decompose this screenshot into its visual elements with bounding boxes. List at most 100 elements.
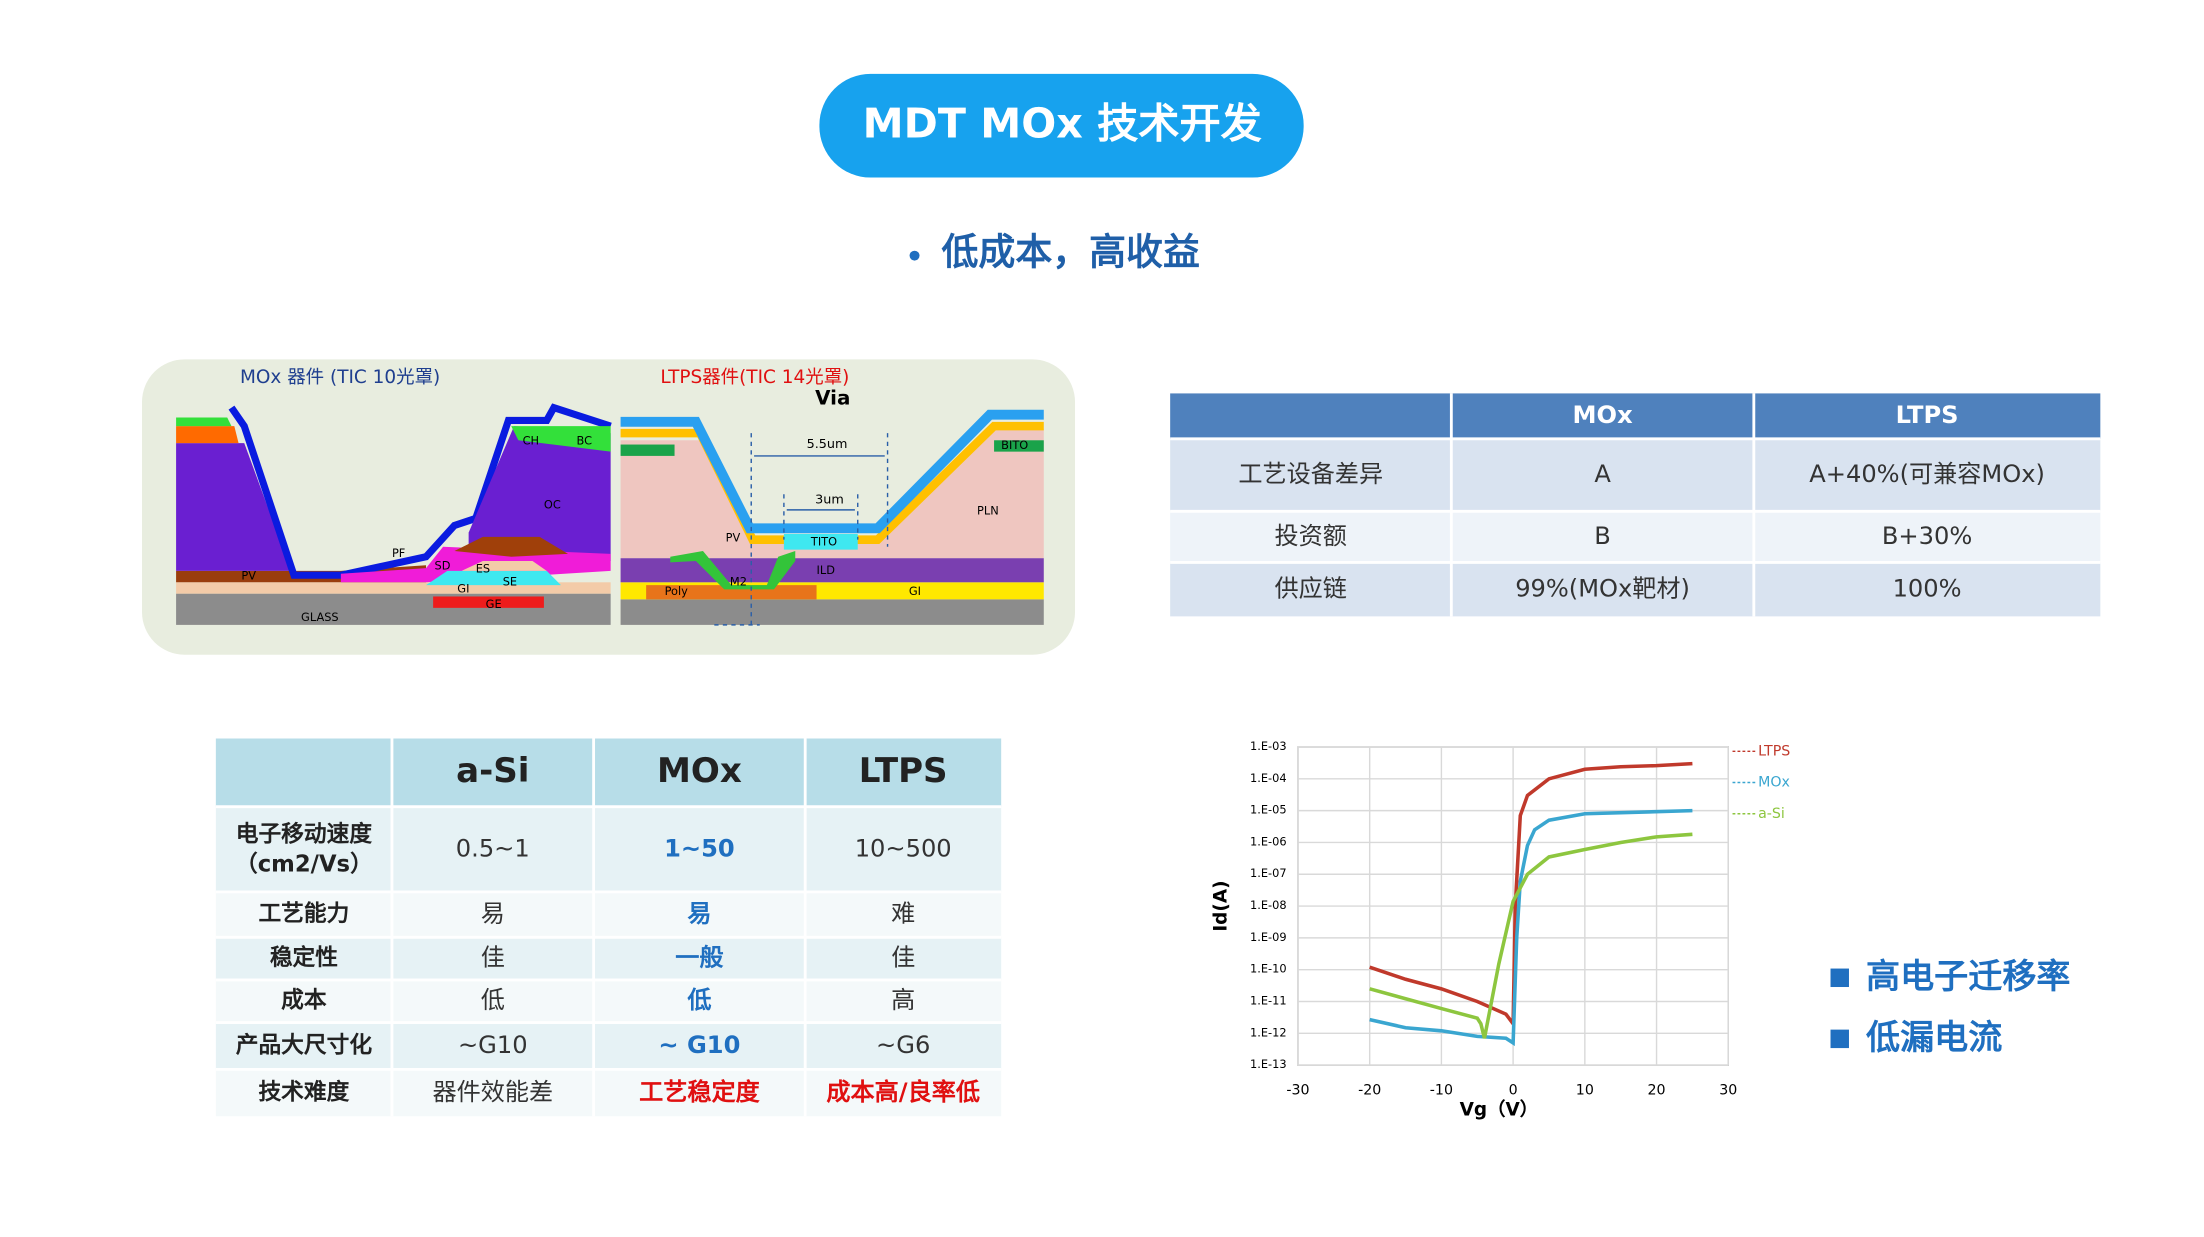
- table-cell: B: [1594, 522, 1611, 550]
- layer-label: BC: [577, 434, 593, 448]
- layer-label: GLASS: [301, 610, 339, 624]
- dim-arrows: [754, 455, 885, 511]
- layer-label: PV: [726, 530, 741, 544]
- layer: [620, 599, 1044, 625]
- y-tick-label: 1.E-04: [1250, 771, 1287, 785]
- table-cell: 工艺稳定度: [639, 1078, 761, 1106]
- layer: [670, 551, 796, 590]
- x-tick-label: -10: [1430, 1083, 1453, 1099]
- layer: [783, 534, 858, 550]
- table-header-bg: [215, 738, 1002, 807]
- table-cell: A+40%(可兼容MOx): [1809, 460, 2045, 488]
- x-tick-label: -30: [1286, 1083, 1309, 1099]
- table-cell: 低: [686, 986, 711, 1014]
- row-label: 技术难度: [258, 1078, 349, 1105]
- row-label: 电子移动速度: [236, 821, 373, 848]
- y-tick-label: 1.E-07: [1250, 866, 1287, 880]
- table-cell: 一般: [675, 944, 724, 972]
- row-label: 投资额: [1275, 522, 1347, 550]
- layer-label: PLN: [977, 503, 999, 517]
- layer-label: ES: [476, 562, 490, 576]
- device-diagrams: MOx 器件 (TIC 10光罩) LTPS器件(TIC 14光罩) Via 5…: [142, 359, 1076, 655]
- y-tick-label: 1.E-09: [1250, 930, 1287, 944]
- x-tick-label: 0: [1509, 1083, 1518, 1099]
- title: MDT MOx 技术开发: [863, 99, 1262, 147]
- data-line: [1369, 761, 1693, 1029]
- table-cell: 易: [481, 900, 505, 928]
- column-header: a-Si: [456, 751, 529, 791]
- table-header-bg: [1170, 393, 2101, 439]
- dimension: 3um: [815, 492, 844, 507]
- layer-label: GE: [486, 597, 502, 611]
- layer-label: ILD: [817, 563, 836, 577]
- legend-label: MOx: [1758, 775, 1790, 791]
- table-row-bg: [1170, 511, 2101, 563]
- table-cell: 100%: [1893, 574, 1962, 602]
- table-cell: A: [1594, 460, 1611, 488]
- column-header: LTPS: [859, 751, 948, 791]
- bullet-square: [1830, 1029, 1849, 1049]
- layer: [620, 558, 1044, 583]
- table-cell: 10~500: [855, 834, 952, 862]
- layer: [511, 426, 611, 452]
- y-tick-label: 1.E-10: [1250, 962, 1287, 976]
- row-label: 工艺能力: [258, 900, 349, 927]
- row-label: 稳定性: [270, 944, 338, 971]
- diagram-title: LTPS器件(TIC 14光罩): [660, 367, 849, 388]
- data-line: [1369, 808, 1693, 1047]
- table-cell: 低: [481, 986, 505, 1014]
- bullet: [909, 250, 920, 261]
- layer: [468, 426, 611, 561]
- y-tick-label: 1.E-12: [1250, 1025, 1287, 1039]
- y-tick-label: 1.E-08: [1250, 898, 1287, 912]
- table-cell: 佳: [891, 944, 915, 972]
- table-cell: 1~50: [664, 834, 735, 862]
- layer: [620, 409, 1044, 534]
- row-label: 产品大尺寸化: [236, 1031, 373, 1058]
- layer-label: M2: [730, 574, 747, 588]
- row-label: 工艺设备差异: [1238, 460, 1383, 488]
- bullet-square: [1830, 968, 1849, 988]
- table-cell: ~ G10: [658, 1031, 740, 1059]
- via-label: Via: [815, 387, 850, 410]
- table-cell: B+30%: [1882, 522, 1972, 550]
- table-cell: 佳: [481, 944, 505, 972]
- y-tick-label: 1.E-03: [1250, 739, 1287, 753]
- table-cell: 器件效能差: [432, 1078, 553, 1106]
- layer-label: OC: [544, 498, 561, 512]
- layer: [176, 426, 239, 444]
- column-header: MOx: [657, 751, 742, 791]
- table-row-bg: [215, 979, 1002, 1023]
- table-cell: 易: [687, 900, 711, 928]
- x-tick-label: 10: [1576, 1083, 1594, 1099]
- row-label: 供应链: [1275, 574, 1347, 602]
- x-tick-label: -20: [1358, 1083, 1381, 1099]
- layer: [433, 596, 544, 608]
- table-cell: 高: [891, 986, 915, 1014]
- diagram-title: MOx 器件 (TIC 10光罩): [240, 367, 440, 388]
- y-tick-label: 1.E-06: [1250, 834, 1287, 848]
- highlight: 高电子迁移率: [1866, 957, 2070, 997]
- subtitle: 低成本，高收益: [942, 231, 1200, 274]
- layer-label: SE: [503, 574, 517, 588]
- table-row-bg: [1170, 438, 2101, 512]
- table-cell: 成本高/良率低: [826, 1078, 980, 1106]
- layer-label: PF: [392, 546, 405, 560]
- layer: [461, 560, 547, 571]
- layer-label: SD: [435, 559, 451, 573]
- column-header: MOx: [1573, 401, 1634, 429]
- x-tick-label: 20: [1648, 1083, 1666, 1099]
- table-row-bg: [215, 891, 1002, 938]
- layer: [994, 440, 1044, 452]
- table-cell: ~G10: [458, 1031, 528, 1059]
- y-axis-label: Id(A): [1210, 880, 1231, 931]
- row-label: 成本: [281, 988, 327, 1014]
- layer-label: BITO: [1001, 438, 1028, 452]
- layer-label: CH: [523, 434, 539, 448]
- table-row-bg: [215, 1069, 1002, 1117]
- layer: [620, 428, 1044, 559]
- legend-label: LTPS: [1758, 743, 1790, 759]
- layer-label: Poly: [665, 584, 689, 598]
